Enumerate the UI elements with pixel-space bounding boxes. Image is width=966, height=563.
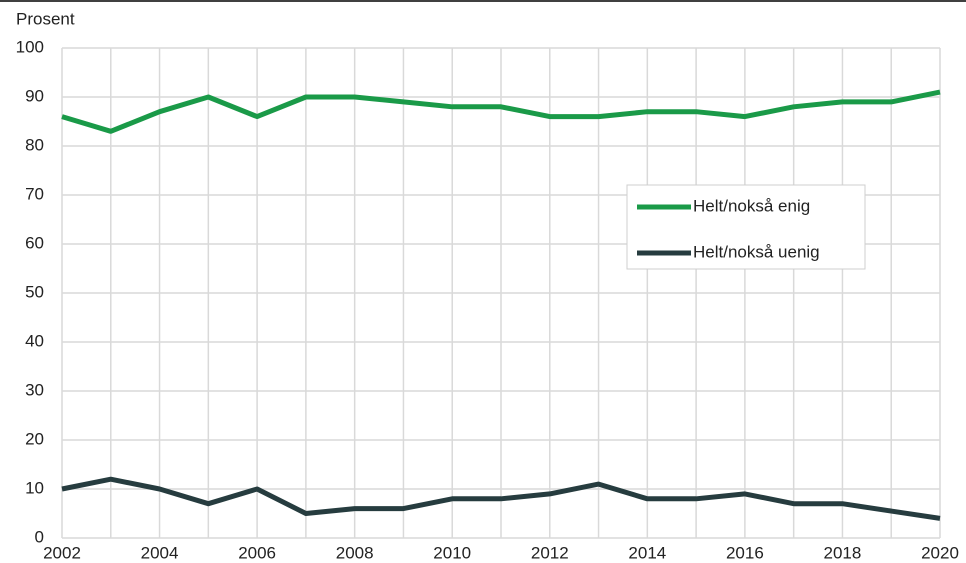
series-line bbox=[61, 476, 941, 521]
x-tick-label: 2004 bbox=[141, 543, 179, 562]
series-line bbox=[61, 89, 941, 134]
y-tick-label: 70 bbox=[25, 184, 44, 203]
y-tick-label: 80 bbox=[25, 135, 44, 154]
y-tick-label: 90 bbox=[25, 86, 44, 105]
legend: Helt/nokså enig Helt/nokså uenig bbox=[626, 184, 866, 270]
lines bbox=[61, 89, 941, 521]
x-tick-label: 2002 bbox=[43, 543, 81, 562]
x-tick-label: 2008 bbox=[336, 543, 374, 562]
x-tick-label: 2006 bbox=[238, 543, 276, 562]
y-tick-label: 100 bbox=[16, 37, 44, 56]
x-tick-label: 2016 bbox=[726, 543, 764, 562]
labels: 0 10 20 30 40 50 60 70 80 90 100 2002 2004 2006 2008 20… bbox=[16, 37, 959, 562]
x-tick-label: 2020 bbox=[921, 543, 959, 562]
grid bbox=[61, 47, 941, 539]
y-tick-label: 20 bbox=[25, 429, 44, 448]
y-tick-label: 10 bbox=[25, 478, 44, 497]
y-tick-label: 40 bbox=[25, 331, 44, 350]
legend-label: Helt/nokså enig bbox=[693, 196, 810, 215]
x-tick-label: 2010 bbox=[433, 543, 471, 562]
x-tick-label: 2018 bbox=[824, 543, 862, 562]
x-tick-label: 2012 bbox=[531, 543, 569, 562]
y-tick-label: 60 bbox=[25, 233, 44, 252]
y-axis-label: Prosent bbox=[16, 9, 75, 28]
y-tick-label: 50 bbox=[25, 282, 44, 301]
x-tick-label: 2014 bbox=[628, 543, 666, 562]
y-tick-label: 0 bbox=[35, 527, 44, 546]
y-tick-label: 30 bbox=[25, 380, 44, 399]
legend-label: Helt/nokså uenig bbox=[693, 242, 820, 261]
